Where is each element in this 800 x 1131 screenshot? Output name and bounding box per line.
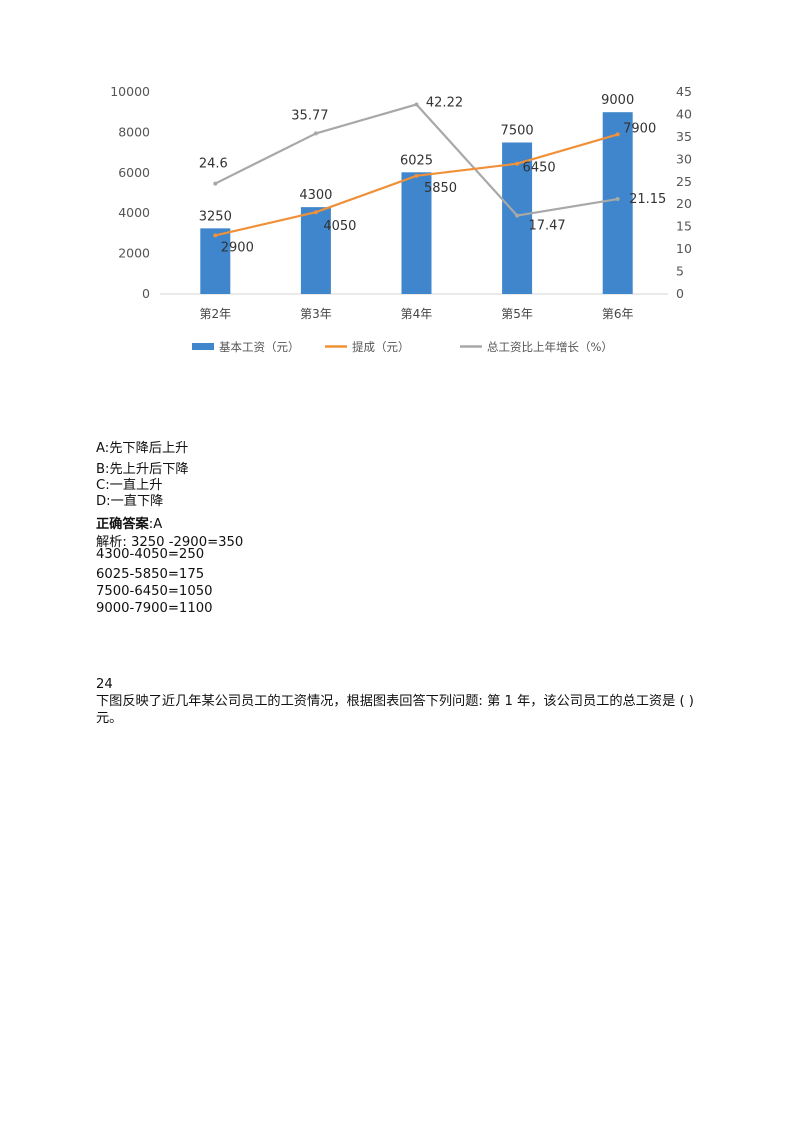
y-right-tick: 35 [676,129,692,144]
growth-data-label: 24.6 [199,157,228,172]
analysis-line-3: 6025-5850=175 [96,567,205,582]
y-left-tick: 4000 [118,205,150,220]
answer-value: :A [148,517,163,532]
salary-chart: 0 2000 4000 6000 8000 10000 0 5 10 15 20 25 30 35 40 45… [100,82,705,372]
x-category-label: 第6年 [602,307,634,321]
y-left-tick: 10000 [110,84,150,99]
y-left-tick: 6000 [118,165,150,180]
correct-answer: 正确答案:A [96,513,162,532]
y-right-tick: 25 [676,174,692,189]
y-right-tick: 0 [676,286,684,301]
y-right-tick: 5 [676,264,684,279]
commission-point [414,173,419,178]
commission-data-label: 5850 [424,181,457,196]
y-right-tick: 45 [676,84,692,99]
bar-data-label: 9000 [601,93,634,108]
chart-svg: 0 2000 4000 6000 8000 10000 0 5 10 15 20 25 30 35 40 45… [110,84,692,354]
option-c: C:一直上升 [96,478,163,493]
bar-data-label: 3250 [199,209,232,224]
bar-basic-salary [602,112,633,294]
analysis-line-5: 9000-7900=1100 [96,601,213,616]
growth-point [213,181,218,186]
bar-data-label: 7500 [501,124,534,139]
growth-point [414,102,419,107]
commission-data-label: 2900 [221,240,254,255]
analysis-line-2: 4300-4050=250 [96,547,205,562]
bar-basic-salary [300,207,331,294]
growth-point [615,197,620,202]
analysis-line-4: 7500-6450=1050 [96,584,213,599]
x-category-label: 第5年 [501,307,533,321]
growth-point [515,213,520,218]
growth-data-label: 21.15 [629,192,666,207]
question-text: 下图反映了近几年某公司员工的工资情况，根据图表回答下列问题: 第 1 年，该公司… [96,694,694,726]
legend-entry: 总工资比上年增长（%） [487,340,613,354]
growth-data-label: 17.47 [528,219,565,234]
bar-basic-salary [200,228,231,294]
x-category-label: 第3年 [300,307,332,321]
legend-entry: 基本工资（元） [219,340,300,354]
option-d: D:一直下降 [96,494,164,509]
legend-entry: 提成（元） [352,340,410,354]
option-b: B:先上升后下降 [96,462,189,477]
answer-label: 正确答案 [96,517,149,532]
y-right-tick: 20 [676,196,692,211]
x-category-label: 第2年 [199,307,231,321]
commission-data-label: 4050 [323,219,356,234]
y-left-tick: 0 [142,286,150,301]
y-left-tick: 2000 [118,246,150,261]
y-right-tick: 30 [676,151,692,166]
growth-data-label: 42.22 [426,95,463,110]
growth-point [313,131,318,136]
bar-basic-salary [502,142,533,294]
commission-data-label: 6450 [523,161,556,176]
bar-data-label: 6025 [400,153,433,168]
commission-point [615,132,620,137]
growth-data-label: 35.77 [291,108,328,123]
legend-swatch-bar [192,343,214,350]
commission-point [515,161,520,166]
commission-point [313,210,318,215]
commission-data-label: 7900 [623,121,656,136]
x-category-label: 第4年 [401,307,433,321]
y-right-tick: 10 [676,241,692,256]
bar-basic-salary [401,172,432,294]
option-a: A:先下降后上升 [96,441,189,456]
commission-point [213,233,218,238]
analysis-line-1: 解析: 3250 -2900=350 [96,535,244,550]
y-right-tick: 15 [676,219,692,234]
question-number: 24 [96,677,113,692]
bar-data-label: 4300 [299,188,332,203]
y-left-tick: 8000 [118,124,150,139]
y-right-tick: 40 [676,106,692,121]
